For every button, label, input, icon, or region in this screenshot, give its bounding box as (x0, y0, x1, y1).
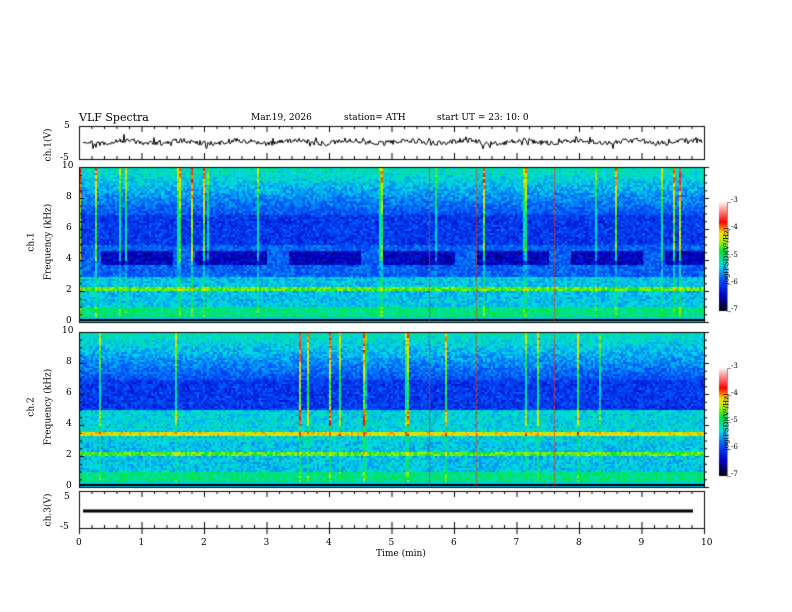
spec1-ytick: 4 (66, 254, 72, 264)
x-tick-label: 1 (138, 538, 145, 548)
x-tick-label: 10 (701, 538, 713, 548)
x-axis-label: Time (min) (376, 549, 426, 559)
spec2-ylabel-freq: Frequency (kHz) (43, 368, 54, 446)
date-label: Mar.19, 2026 (251, 113, 312, 123)
colorbar2-tick: -3 (731, 362, 738, 370)
colorbar1-tick: -6 (731, 277, 738, 286)
spec2-ytick: 0 (66, 481, 72, 491)
x-tick-label: 6 (451, 538, 457, 548)
ch3-ytick: -5 (60, 522, 69, 532)
x-tick-label: 0 (76, 538, 82, 548)
spec1-ytick: 8 (66, 192, 72, 202)
colorbar2-tick: -7 (731, 470, 738, 478)
start-time-label: start UT = 23: 10: 0 (437, 113, 529, 123)
spec2-ytick: 10 (62, 326, 74, 336)
spec2-ytick: 4 (66, 419, 72, 429)
spec1-ylabel-freq: Frequency (kHz) (43, 203, 54, 281)
x-tick-label: 9 (638, 538, 645, 548)
colorbar1-tick: -3 (731, 196, 738, 204)
x-tick-label: 7 (513, 538, 520, 548)
colorbar1-label: log(PSD)(V²/Hz) (722, 227, 731, 285)
station-label: station= ATH (344, 113, 406, 123)
ch1-ytick: -5 (60, 153, 69, 163)
x-tick-label: 4 (326, 538, 332, 548)
ch3-ytick: 5 (64, 492, 70, 502)
spec2-ytick: 6 (66, 388, 72, 398)
spec2-ylabel-ch: ch.2 (26, 397, 37, 417)
spec2-ytick: 8 (66, 357, 72, 367)
colorbar2-tick: -6 (731, 443, 738, 451)
figure-title: VLF Spectra (79, 111, 149, 124)
colorbar1-tick: -4 (731, 223, 738, 232)
spec2-ytick: 2 (66, 450, 72, 460)
x-tick-label: 5 (388, 538, 395, 548)
ch1-ytick: 5 (64, 121, 70, 131)
ch3-ylabel: ch.3(V) (43, 493, 54, 527)
x-tick-label: 2 (201, 538, 207, 548)
ch1-ylabel: ch.1(V) (43, 128, 54, 162)
colorbar2-label: log(PSD)(V²/Hz) (722, 393, 731, 451)
colorbar1-tick: -5 (731, 250, 738, 259)
colorbar2-tick: -5 (731, 416, 738, 424)
spec1-ytick: 0 (66, 316, 72, 326)
colorbar1-tick: -7 (731, 305, 738, 313)
x-tick-label: 3 (263, 538, 270, 548)
spec1-ytick: 10 (62, 161, 74, 171)
x-tick-label: 8 (576, 538, 582, 548)
spec1-ytick: 2 (66, 285, 72, 295)
spec1-ylabel-ch: ch.1 (26, 232, 37, 252)
spec1-ytick: 6 (66, 223, 72, 233)
colorbar2-tick: -4 (731, 389, 738, 397)
